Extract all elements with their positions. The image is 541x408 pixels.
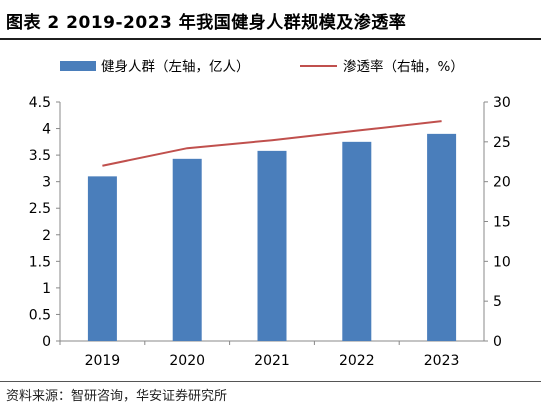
right-tick-label: 15 <box>493 215 511 231</box>
legend-line-label: 渗透率（右轴，%） <box>343 58 464 75</box>
left-tick-label: 2.5 <box>29 201 51 217</box>
left-tick-label: 4 <box>42 122 51 138</box>
x-tick-label: 2023 <box>424 353 460 369</box>
x-tick-label: 2021 <box>254 353 290 369</box>
bar-2019 <box>87 176 117 341</box>
legend-bar-label: 健身人群（左轴，亿人） <box>101 59 250 75</box>
bar-2021 <box>257 150 287 341</box>
bar-2022 <box>342 141 372 341</box>
right-tick-label: 20 <box>493 175 511 191</box>
chart-title: 图表 2 2019-2023 年我国健身人群规模及渗透率 <box>6 13 407 33</box>
right-tick-label: 0 <box>493 334 502 350</box>
right-tick-label: 30 <box>493 95 511 111</box>
legend-bar-swatch <box>60 61 96 71</box>
left-tick-label: 3 <box>42 175 51 191</box>
left-tick-label: 3.5 <box>29 148 51 164</box>
right-tick-label: 25 <box>493 135 511 151</box>
right-tick-label: 10 <box>493 254 511 270</box>
x-tick-label: 2022 <box>339 353 375 369</box>
bar-2023 <box>427 133 457 341</box>
title-divider <box>0 38 541 40</box>
bar-2020 <box>172 158 202 341</box>
left-tick-label: 2 <box>42 228 51 244</box>
source-divider <box>0 381 541 382</box>
left-tick-label: 1.5 <box>29 254 51 270</box>
left-tick-label: 1 <box>42 281 51 297</box>
source-note: 资料来源：智研咨询，华安证券研究所 <box>6 389 228 404</box>
left-tick-label: 4.5 <box>29 95 51 111</box>
right-tick-label: 5 <box>493 294 502 310</box>
x-tick-label: 2020 <box>169 353 205 369</box>
x-tick-label: 2019 <box>85 353 121 369</box>
left-tick-label: 0 <box>42 334 51 350</box>
left-tick-label: 0.5 <box>29 307 51 323</box>
